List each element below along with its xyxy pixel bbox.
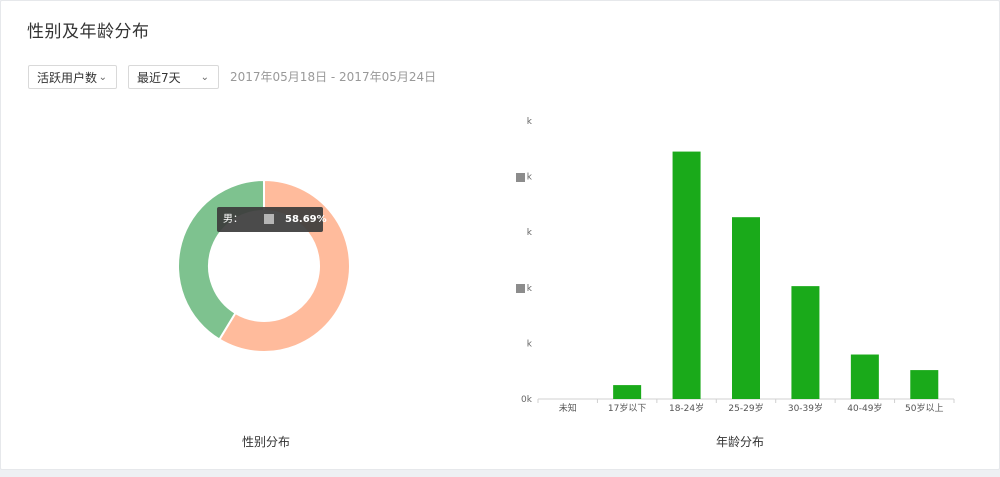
x-tick-label: 40-49岁: [847, 402, 882, 414]
y-tick-label: 0k: [521, 395, 533, 405]
age-bar-chart: 0k k k k k k 未知 17岁以下 18-24岁 25-29岁 30-39岁 40-49岁 50…: [521, 117, 955, 414]
tooltip-label: 男：: [223, 214, 243, 225]
tooltip-value: 58.69%: [285, 214, 327, 225]
metric-select-value: 活跃用户数: [37, 71, 98, 85]
page-title: 性别及年龄分布: [27, 22, 150, 42]
bar-6[interactable]: [910, 370, 939, 399]
x-tick-label: 50岁以上: [905, 402, 943, 414]
pie-slice-1[interactable]: [177, 178, 265, 341]
y-tick-label: k: [527, 173, 533, 183]
chevron-down-icon: ⌄: [200, 72, 209, 83]
bar-2[interactable]: [672, 151, 701, 399]
legend-swatch: [516, 284, 525, 293]
x-tick-label: 30-39岁: [788, 402, 823, 414]
x-tick-label: 未知: [559, 402, 577, 414]
bar-1[interactable]: [613, 385, 642, 399]
x-tick-label: 17岁以下: [608, 402, 646, 414]
pie-chart-title: 性别分布: [242, 435, 291, 449]
y-tick-label: k: [527, 117, 533, 127]
y-tick-label: k: [527, 284, 533, 294]
period-select-value: 最近7天: [137, 71, 181, 85]
y-tick-label: k: [527, 339, 533, 349]
x-tick-label: 18-24岁: [669, 402, 704, 414]
x-tick-label: 25-29岁: [728, 402, 763, 414]
tooltip-swatch: [264, 214, 274, 224]
period-select[interactable]: 最近7天 ⌄: [128, 65, 219, 89]
bar-5[interactable]: [850, 354, 879, 399]
bar-3[interactable]: [732, 217, 760, 399]
pie-tooltip: 男： 58.69%: [217, 207, 327, 232]
bar-4[interactable]: [791, 286, 820, 399]
date-range: 2017年05月18日 - 2017年05月24日: [230, 70, 437, 84]
legend-swatch: [516, 173, 525, 182]
y-tick-label: k: [527, 228, 533, 238]
bar-chart-title: 年龄分布: [716, 435, 765, 449]
metric-select[interactable]: 活跃用户数 ⌄: [28, 65, 117, 89]
gender-donut-chart: [177, 178, 351, 353]
chevron-down-icon: ⌄: [98, 72, 107, 83]
